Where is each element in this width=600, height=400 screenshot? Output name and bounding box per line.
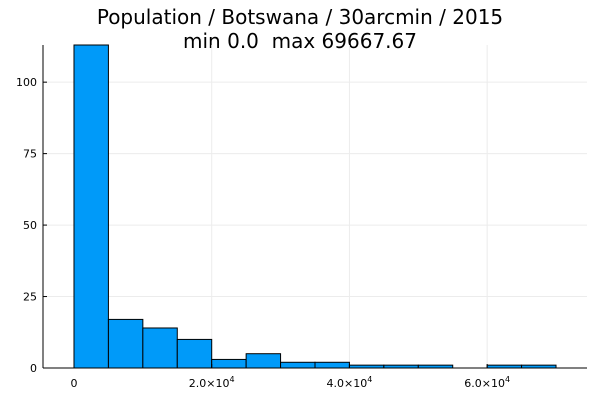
y-tick-label-3: 75 bbox=[23, 148, 37, 161]
histogram-bar-7 bbox=[314, 361, 350, 369]
bars-layer bbox=[73, 44, 557, 369]
x-tick-label-2: 4.0×104 bbox=[327, 375, 373, 390]
histogram-bar-5 bbox=[245, 353, 282, 369]
histogram-bar-2 bbox=[142, 327, 178, 369]
x-tick-label-1: 2.0×104 bbox=[189, 375, 235, 390]
axes-layer bbox=[42, 45, 587, 369]
y-tick-label-1: 25 bbox=[23, 291, 37, 304]
x-tick-label-3: 6.0×104 bbox=[464, 375, 510, 390]
chart-title-line-1: Population / Botswana / 30arcmin / 2015 bbox=[96, 5, 504, 29]
y-tick-label-2: 50 bbox=[23, 219, 37, 232]
y-tick-label-0: 0 bbox=[30, 362, 37, 375]
histogram-bar-3 bbox=[176, 338, 213, 369]
histogram-bar-4 bbox=[211, 358, 247, 369]
tick-labels-layer: 0 25 50 75 100 0 2.0×104 4.0×104 6.0×104 bbox=[16, 76, 510, 390]
histogram-bar-0 bbox=[73, 44, 109, 369]
histogram-bar-1 bbox=[107, 318, 144, 369]
y-tick-label-4: 100 bbox=[16, 76, 37, 89]
histogram-bar-6 bbox=[280, 361, 316, 369]
x-tick-label-0: 0 bbox=[70, 377, 77, 390]
chart-title-line-2: min 0.0 max 69667.67 bbox=[183, 29, 417, 53]
